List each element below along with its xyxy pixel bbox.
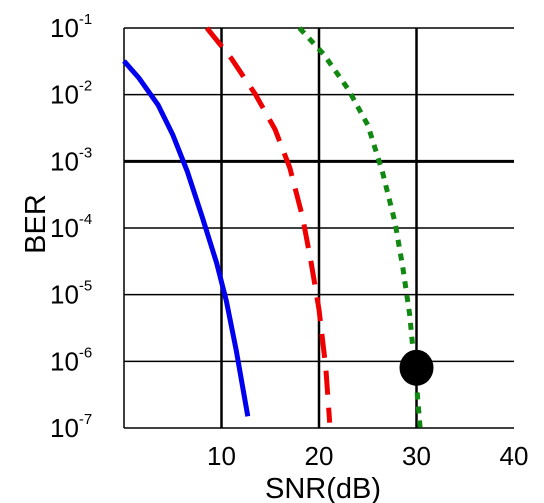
y-tick-label: 10-7: [50, 411, 92, 443]
plot-series: [122, 26, 423, 432]
x-tick-label: 10: [207, 441, 236, 471]
x-tick-label: 40: [500, 441, 529, 471]
series-line-2: [204, 26, 333, 423]
series-line-1: [122, 59, 251, 417]
x-tick-labels: 10 20 30 40: [207, 441, 528, 471]
y-tick-label: 10-2: [50, 78, 92, 110]
y-tick-label: 10-6: [50, 344, 92, 376]
highlight-marker: [399, 349, 434, 386]
plot-markers: [399, 349, 434, 386]
y-tick-label: 10-4: [50, 211, 92, 243]
y-tick-label: 10-5: [50, 278, 92, 310]
y-tick-labels: 10-1 10-2 10-3 10-4 10-5 10-6 10-7: [50, 11, 92, 443]
plot-grid: [123, 27, 514, 429]
y-tick-label: 10-1: [50, 11, 92, 43]
y-tick-label: 10-3: [50, 144, 92, 176]
x-tick-label: 20: [305, 441, 334, 471]
y-axis-title: BER: [20, 194, 52, 254]
x-tick-label: 30: [402, 441, 431, 471]
x-axis-title: SNR(dB): [265, 473, 381, 503]
